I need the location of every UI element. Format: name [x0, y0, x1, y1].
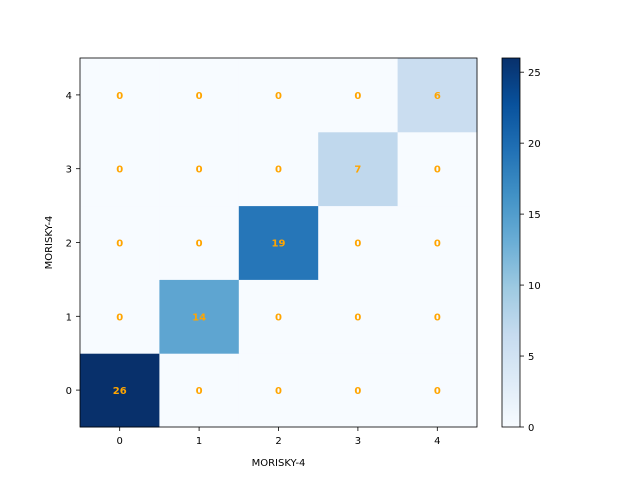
colorbar-tick-label-5: 5 — [528, 352, 534, 363]
cell-value-r0-c0: 26 — [113, 386, 127, 397]
cell-value-r4-c3: 0 — [354, 91, 361, 102]
cell-value-r0-c3: 0 — [354, 386, 361, 397]
x-tick-label-2: 2 — [275, 436, 281, 447]
cell-value-r4-c4: 6 — [434, 91, 441, 102]
x-tick-label-1: 1 — [196, 436, 202, 447]
cell-value-r1-c0: 0 — [116, 312, 123, 323]
heatmap-cell-r2-c1 — [159, 205, 240, 280]
colorbar-tick-label-10: 10 — [528, 281, 541, 292]
cell-value-r0-c2: 0 — [275, 386, 282, 397]
heatmap-cell-r2-c3 — [318, 205, 399, 280]
cell-value-r1-c3: 0 — [354, 312, 361, 323]
y-tick-label-1: 1 — [66, 312, 72, 323]
cell-value-r1-c2: 0 — [275, 312, 282, 323]
heatmap-cell-r3-c0 — [80, 131, 160, 207]
cell-value-r3-c3: 7 — [354, 165, 361, 176]
cell-value-r4-c2: 0 — [275, 91, 282, 102]
heatmap-cell-r3-c1 — [159, 131, 240, 207]
x-axis-label: MORISKY-4 — [252, 458, 306, 469]
y-axis-label: MORISKY-4 — [44, 216, 55, 270]
heatmap-cell-r0-c0 — [80, 353, 160, 428]
cell-value-r4-c0: 0 — [116, 91, 123, 102]
cell-value-r3-c2: 0 — [275, 165, 282, 176]
colorbar-tick-label-15: 15 — [528, 210, 541, 221]
heatmap-cell-r1-c1 — [159, 279, 240, 354]
cell-value-r2-c0: 0 — [116, 239, 123, 250]
heatmap-cell-r2-c4 — [397, 205, 478, 280]
colorbar-tick-label-25: 25 — [528, 68, 541, 79]
cell-value-r1-c4: 0 — [434, 312, 441, 323]
heatmap-cell-r4-c1 — [159, 58, 240, 133]
heatmap-cell-r4-c2 — [238, 58, 319, 133]
heatmap-cell-r2-c2 — [238, 205, 319, 280]
cell-value-r1-c1: 14 — [192, 312, 206, 323]
heatmap-cell-r3-c4 — [397, 131, 478, 207]
heatmap-cells — [80, 58, 478, 428]
y-tick-label-0: 0 — [66, 386, 72, 397]
cell-value-r2-c1: 0 — [196, 239, 203, 250]
x-axis-ticks: 0 1 2 3 4 — [117, 427, 440, 447]
heatmap-cell-r4-c0 — [80, 58, 160, 133]
cell-value-r3-c1: 0 — [196, 165, 203, 176]
x-tick-label-4: 4 — [434, 436, 440, 447]
heatmap-cell-r0-c3 — [318, 353, 399, 428]
heatmap-cell-r1-c4 — [397, 279, 478, 354]
y-tick-label-2: 2 — [66, 239, 72, 250]
heatmap-cell-r0-c4 — [397, 353, 478, 428]
cell-value-r0-c1: 0 — [196, 386, 203, 397]
cell-value-r0-c4: 0 — [434, 386, 441, 397]
heatmap-cell-r0-c1 — [159, 353, 240, 428]
y-tick-label-3: 3 — [66, 165, 72, 176]
x-tick-label-3: 3 — [355, 436, 361, 447]
cell-value-r3-c4: 0 — [434, 165, 441, 176]
heatmap-cell-r0-c2 — [238, 353, 319, 428]
cell-value-r2-c3: 0 — [354, 239, 361, 250]
heatmap-cell-r2-c0 — [80, 205, 160, 280]
cell-value-r4-c1: 0 — [196, 91, 203, 102]
heatmap-cell-r1-c3 — [318, 279, 399, 354]
heatmap-cell-labels: 26 0 0 0 0 0 14 0 0 0 0 0 19 0 0 0 0 0 7 0 0 0 0 0 6 — [113, 91, 441, 397]
cell-value-r3-c0: 0 — [116, 165, 123, 176]
heatmap-cell-r3-c2 — [238, 131, 319, 207]
cell-value-r2-c2: 19 — [272, 239, 286, 250]
colorbar-tick-label-0: 0 — [528, 423, 534, 434]
y-tick-label-4: 4 — [66, 91, 72, 102]
heatmap-cell-r4-c4 — [397, 58, 478, 133]
y-axis-ticks: 0 1 2 3 4 — [66, 91, 80, 397]
heatmap-cell-r3-c3 — [318, 131, 399, 207]
colorbar-ticks: 0 5 10 15 20 25 — [520, 68, 541, 434]
colorbar-tick-label-20: 20 — [528, 139, 541, 150]
heatmap-cell-r1-c2 — [238, 279, 319, 354]
colorbar — [501, 57, 521, 428]
cell-value-r2-c4: 0 — [434, 239, 441, 250]
heatmap-cell-r1-c0 — [80, 279, 160, 354]
heatmap-cell-r4-c3 — [318, 58, 399, 133]
x-tick-label-0: 0 — [117, 436, 123, 447]
